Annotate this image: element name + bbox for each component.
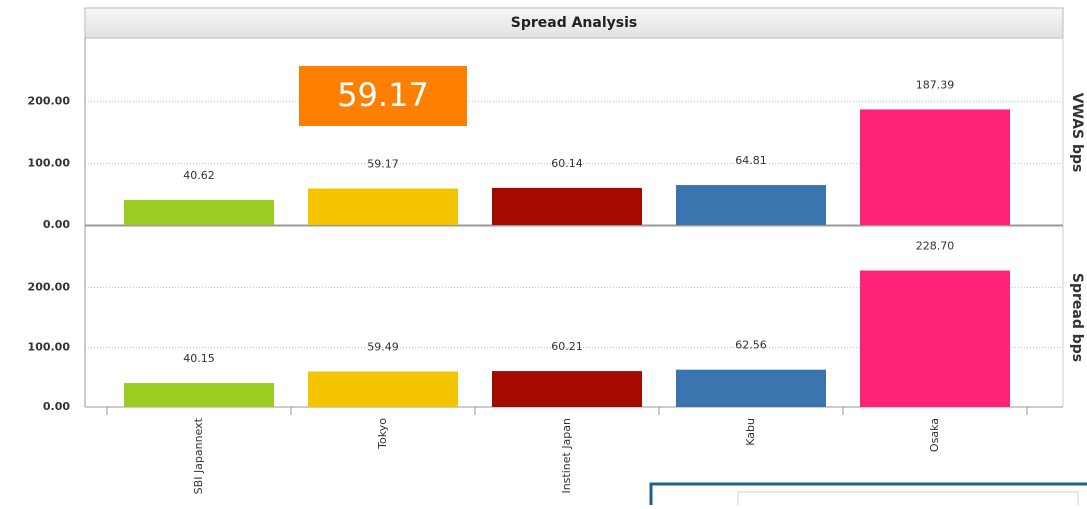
data-label: 59.17 — [367, 158, 399, 171]
tooltip: 59.17 — [299, 66, 467, 126]
chart-title: Spread Analysis — [511, 15, 638, 31]
tooltip-box — [299, 66, 467, 126]
tooltip-text: 59.17 — [337, 76, 429, 114]
bar — [676, 185, 826, 225]
x-tick-label: Osaka — [928, 418, 941, 452]
data-label: 187.39 — [916, 78, 955, 91]
y-tick-label: 0.00 — [43, 218, 70, 231]
data-label: 60.14 — [551, 157, 583, 170]
bar — [492, 371, 642, 407]
data-label: 228.70 — [916, 240, 955, 253]
bar — [124, 199, 274, 225]
data-label: 64.81 — [735, 154, 767, 167]
plots: 0.00 100.00 200.00 VWAS bps 40.62 59.17 60.14 6… — [28, 78, 1085, 494]
data-label: 62.56 — [735, 339, 767, 352]
y-tick-label: 200.00 — [28, 281, 71, 294]
y-tick-label: 200.00 — [28, 95, 71, 108]
bar — [308, 371, 458, 407]
bar — [676, 369, 826, 407]
y-tick-label: 100.00 — [28, 156, 71, 169]
x-tick-label: SBI Japannext — [192, 417, 205, 494]
y-tick-label: 100.00 — [28, 340, 71, 353]
data-label: 40.62 — [183, 169, 215, 182]
y-tick-label: 0.00 — [43, 400, 70, 413]
data-label: 59.49 — [367, 341, 399, 354]
title-bar — [84, 7, 1064, 39]
popup-input — [737, 491, 1079, 509]
axis-title: VWAS bps — [1069, 93, 1085, 173]
data-label: 60.21 — [551, 340, 583, 353]
bar — [492, 187, 642, 225]
bar — [860, 270, 1010, 407]
x-tick-label: Tokyo — [376, 418, 389, 450]
x-tick-label: Instinet Japan — [560, 418, 573, 494]
bar — [124, 383, 274, 407]
axis-title: Spread bps — [1069, 273, 1085, 362]
x-tick-label: Kabu — [744, 418, 757, 446]
bar — [308, 188, 458, 225]
data-label: 40.15 — [183, 352, 215, 365]
bar — [860, 109, 1010, 225]
